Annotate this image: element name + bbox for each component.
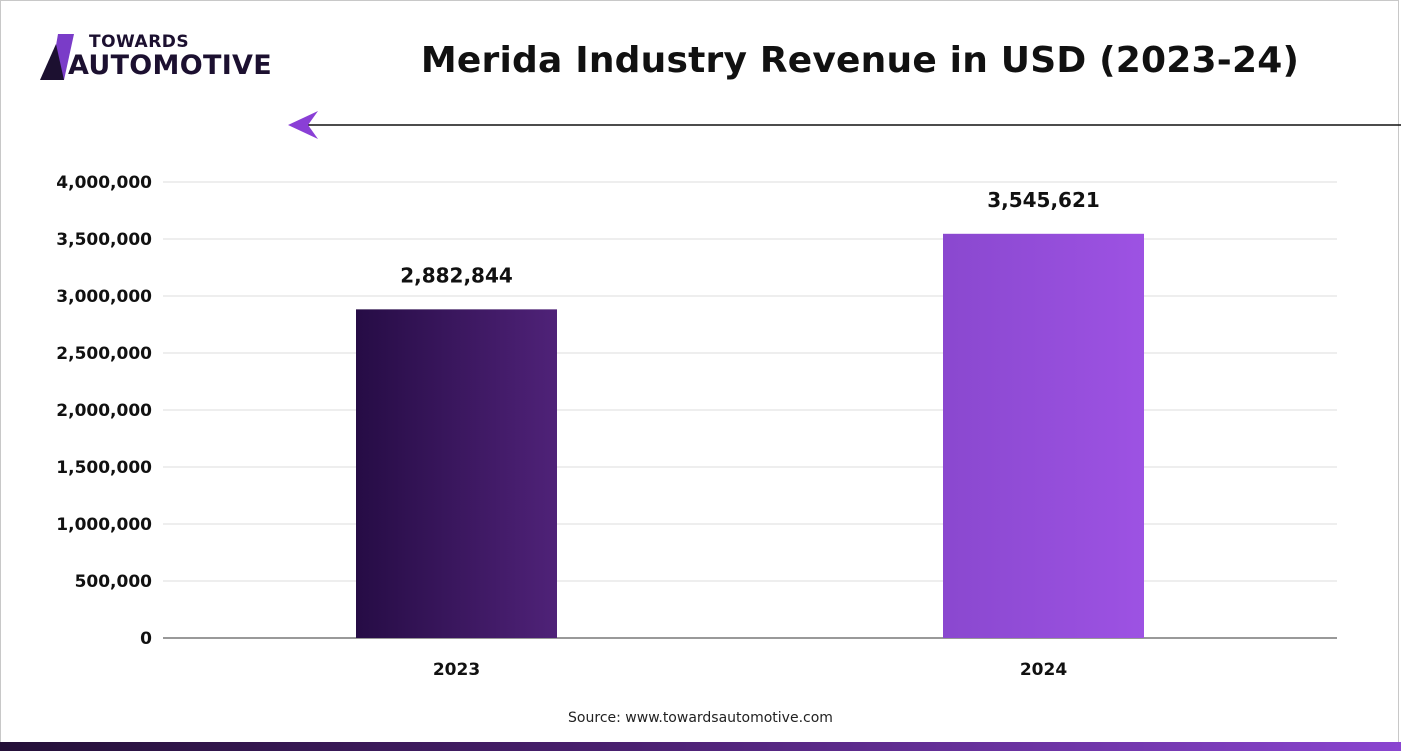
y-tick-label: 0 — [140, 629, 152, 649]
data-label-2024: 3,545,621 — [987, 188, 1100, 212]
bar-2023 — [356, 309, 557, 638]
footer-bar — [0, 742, 1401, 751]
y-tick-label: 1,500,000 — [56, 458, 152, 478]
brand-name-line2: AUTOMOTIVE — [68, 50, 272, 81]
x-tick-label-2024: 2024 — [1020, 660, 1067, 680]
x-tick-label-2023: 2023 — [433, 660, 480, 680]
y-tick-label: 2,000,000 — [56, 401, 152, 421]
brand-logo: TOWARDS AUTOMOTIVE — [38, 32, 288, 84]
data-label-2023: 2,882,844 — [400, 263, 513, 287]
y-tick-label: 1,000,000 — [56, 515, 152, 535]
y-tick-label: 2,500,000 — [56, 344, 152, 364]
bar-2024 — [943, 233, 1144, 639]
y-tick-label: 3,000,000 — [56, 287, 152, 307]
chart-title: Merida Industry Revenue in USD (2023-24) — [420, 40, 1300, 81]
arrow-left-icon — [288, 111, 318, 139]
header-divider — [288, 111, 1401, 139]
brand-name-line1: TOWARDS — [89, 32, 190, 52]
source-note: Source: www.towardsautomotive.com — [568, 710, 833, 726]
y-tick-label: 500,000 — [75, 572, 153, 592]
logo-mark-icon — [40, 34, 74, 80]
y-tick-label: 4,000,000 — [56, 173, 152, 193]
y-tick-label: 3,500,000 — [56, 230, 152, 250]
